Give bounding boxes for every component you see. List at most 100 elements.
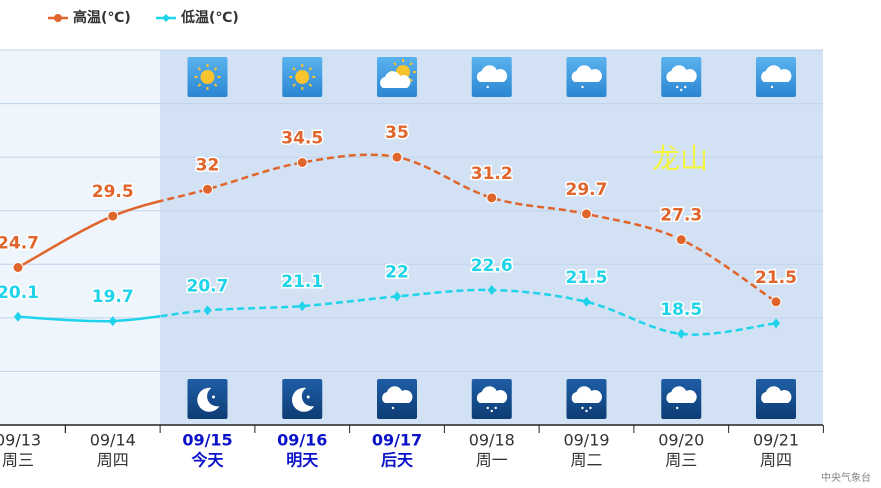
legend-label: 高温(℃) (73, 9, 131, 26)
drop (581, 406, 584, 410)
drop (589, 406, 592, 410)
point (108, 316, 117, 327)
point (298, 301, 307, 312)
series-line-observed (17, 315, 160, 323)
value-label: 29.5 (92, 182, 134, 202)
value-label: 22.6 (471, 256, 513, 276)
cloud (666, 386, 697, 403)
value-label: 21.1 (281, 272, 323, 292)
star (212, 395, 215, 399)
drop (581, 85, 584, 89)
value-label: 35 (385, 123, 409, 143)
point (677, 328, 686, 339)
cloud (382, 386, 413, 403)
x-tick-label: 09/19 (563, 431, 609, 450)
cloud (476, 65, 508, 82)
icon-box (282, 379, 323, 419)
cloud (380, 71, 411, 88)
star (306, 395, 310, 399)
x-tick-label: 09/16 (277, 431, 327, 450)
value-label: 24.7 (0, 234, 39, 254)
drop (486, 85, 489, 89)
sun-ray (308, 67, 313, 71)
x-tick-label: 09/13 (0, 431, 41, 450)
point (772, 318, 780, 329)
sun (200, 70, 215, 84)
night-weather-icon (566, 379, 607, 419)
value-label: 31.2 (471, 164, 513, 184)
drop (676, 406, 679, 410)
forecast-background (160, 50, 823, 425)
cloud (571, 386, 602, 403)
moon (291, 387, 315, 412)
point (202, 183, 213, 195)
drop (585, 409, 588, 413)
point (582, 296, 591, 307)
sun-ray (292, 67, 296, 71)
moon (197, 387, 220, 412)
point (393, 291, 401, 302)
day-weather-icon (661, 57, 702, 97)
point (486, 192, 498, 204)
x-tick-label: 09/15 (182, 431, 232, 450)
point (14, 311, 22, 322)
night-weather-icon (377, 379, 417, 419)
night-weather-icon (661, 379, 702, 419)
legend-marker (54, 14, 62, 22)
weekday-label: 周四 (760, 451, 792, 470)
point (203, 305, 212, 316)
sun-ray (409, 62, 413, 66)
day-weather-icon (566, 57, 607, 97)
cloud (666, 65, 697, 82)
drop (680, 88, 683, 92)
x-tick-label: 09/14 (90, 431, 136, 450)
cloud (761, 386, 792, 403)
point (487, 285, 496, 295)
night-weather-icon (471, 379, 512, 419)
value-label: 34.5 (281, 129, 323, 149)
drop (391, 406, 395, 410)
sun-ray (213, 67, 218, 71)
point (581, 208, 592, 220)
night-weather-icon (756, 379, 796, 419)
location-label: 龙山 (652, 142, 708, 175)
x-tick-label: 09/20 (658, 431, 704, 450)
drop (494, 406, 497, 410)
drop (486, 406, 489, 410)
sun-ray (292, 83, 296, 87)
point (391, 151, 403, 163)
sun-ray (197, 67, 202, 71)
x-tick-label: 09/17 (372, 431, 422, 450)
weekday-label: 周四 (97, 451, 129, 470)
value-label: 20.1 (0, 283, 39, 303)
weekday-label: 周三 (2, 451, 34, 470)
value-label: 29.7 (566, 180, 608, 200)
point (675, 234, 687, 246)
drop (676, 85, 679, 89)
point (12, 262, 24, 273)
day-weather-icon (756, 57, 796, 97)
day-weather-icon (471, 57, 512, 97)
value-label: 21.5 (755, 268, 797, 288)
value-label: 32 (196, 155, 220, 175)
sun-ray (409, 78, 413, 82)
drop (770, 85, 774, 89)
day-weather-icon (377, 57, 417, 97)
x-tick-label: 09/18 (469, 431, 515, 450)
weekday-label: 明天 (286, 451, 319, 470)
day-weather-icon (187, 57, 228, 97)
cloud (761, 65, 792, 82)
value-label: 22 (385, 262, 409, 282)
weekday-label: 今天 (190, 451, 224, 470)
cloud (476, 386, 508, 403)
drop (684, 85, 687, 89)
series-line-observed (17, 199, 160, 269)
weekday-label: 周二 (570, 451, 602, 470)
weekday-label: 后天 (381, 451, 414, 470)
point (296, 157, 308, 168)
sun-ray (308, 83, 313, 87)
legend-label: 低温(℃) (180, 9, 239, 26)
sun-ray (393, 62, 397, 66)
sun-ray (213, 83, 218, 87)
drop (490, 409, 493, 413)
